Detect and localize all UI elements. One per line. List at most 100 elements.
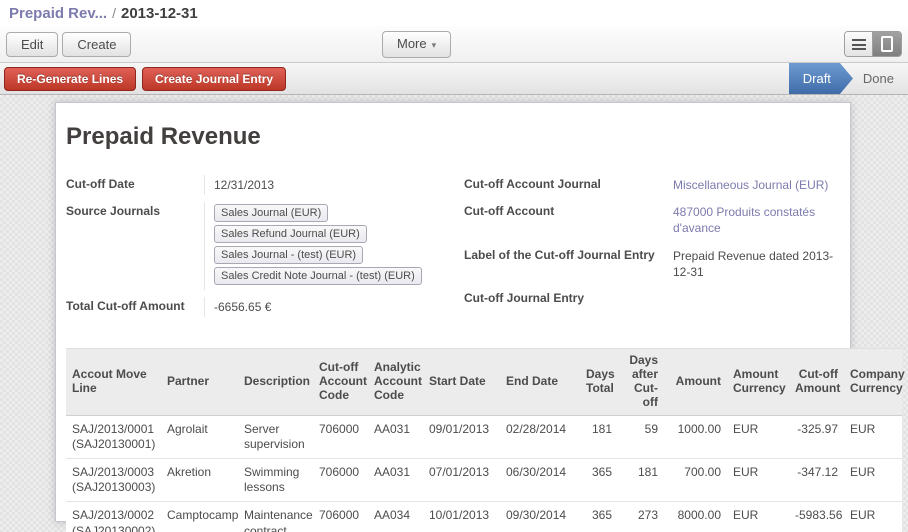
list-icon: [852, 39, 866, 50]
table-row[interactable]: SAJ/2013/0003 (SAJ20130003) Akretion Swi…: [66, 458, 902, 501]
cutoff-account-link[interactable]: 487000 Produits constatés d'avance: [664, 202, 844, 238]
field-total-cutoff-amount: Total Cut-off Amount -6656.65 €: [66, 297, 464, 317]
col-account-move-line: Accout Move Line: [66, 349, 161, 415]
status-done-badge: Done: [853, 63, 908, 94]
status-action-bar: Re-Generate Lines Create Journal Entry D…: [0, 62, 908, 95]
edit-button[interactable]: Edit: [6, 32, 58, 57]
col-cutoff-account-code: Cut-off Account Code: [313, 349, 368, 415]
cell-company-currency: EUR: [844, 415, 902, 458]
breadcrumb: Prepaid Rev... / 2013-12-31: [0, 0, 908, 26]
col-partner: Partner: [161, 349, 238, 415]
form-fields: Cut-off Date 12/31/2013 Source Journals …: [66, 175, 850, 324]
breadcrumb-current: 2013-12-31: [121, 5, 198, 22]
content-background: Prepaid Revenue Cut-off Date 12/31/2013 …: [0, 95, 908, 532]
cell-move-line: SAJ/2013/0001 (SAJ20130001): [66, 415, 161, 458]
col-days-after-cutoff: Days after Cut-off: [618, 349, 664, 415]
cutoff-journal-entry-label: Cut-off Journal Entry: [464, 289, 664, 305]
cutoff-account-label: Cut-off Account: [464, 202, 664, 238]
page-title: Prepaid Revenue: [66, 123, 850, 151]
col-amount: Amount: [664, 349, 727, 415]
cell-amount: 1000.00: [664, 415, 727, 458]
status-draft-badge: Draft: [789, 63, 853, 94]
journal-tag: Sales Refund Journal (EUR): [214, 225, 367, 243]
form-view-button[interactable]: [873, 32, 901, 56]
cell-end-date: 06/30/2014: [500, 458, 580, 501]
cell-partner: Akretion: [161, 458, 238, 501]
cell-amount-currency: EUR: [727, 415, 789, 458]
source-journals-label: Source Journals: [66, 202, 204, 290]
cell-amount: 700.00: [664, 458, 727, 501]
form-column-left: Cut-off Date 12/31/2013 Source Journals …: [66, 175, 464, 324]
cell-account-code: 706000: [313, 501, 368, 532]
breadcrumb-separator: /: [112, 5, 116, 21]
cell-days-after: 273: [618, 501, 664, 532]
field-cutoff-account: Cut-off Account 487000 Produits constaté…: [464, 202, 846, 238]
field-cutoff-account-journal: Cut-off Account Journal Miscellaneous Jo…: [464, 175, 846, 195]
col-analytic-account-code: Analytic Account Code: [368, 349, 423, 415]
cell-days-total: 365: [580, 501, 618, 532]
journal-tag: Sales Journal (EUR): [214, 204, 328, 222]
cell-company-currency: EUR: [844, 501, 902, 532]
cell-days-total: 365: [580, 458, 618, 501]
source-journals-tags: Sales Journal (EUR) Sales Refund Journal…: [204, 202, 456, 290]
cell-description: Server supervision: [238, 415, 313, 458]
journal-tag: Sales Credit Note Journal - (test) (EUR): [214, 267, 422, 285]
col-company-currency: Company Currency: [844, 349, 902, 415]
field-source-journals: Source Journals Sales Journal (EUR) Sale…: [66, 202, 464, 290]
form-icon: [881, 36, 893, 52]
table-header-row: Accout Move Line Partner Description Cut…: [66, 349, 902, 415]
col-cutoff-amount: Cut-off Amount: [789, 349, 844, 415]
journal-entry-label-value: Prepaid Revenue dated 2013-12-31: [664, 246, 844, 282]
cell-amount-currency: EUR: [727, 501, 789, 532]
form-column-right: Cut-off Account Journal Miscellaneous Jo…: [464, 175, 846, 324]
cell-start-date: 09/01/2013: [423, 415, 500, 458]
col-amount-currency: Amount Currency: [727, 349, 789, 415]
cell-amount: 8000.00: [664, 501, 727, 532]
field-cutoff-date: Cut-off Date 12/31/2013: [66, 175, 464, 195]
total-cutoff-amount-label: Total Cut-off Amount: [66, 297, 204, 317]
cell-cutoff-amount: -5983.56: [789, 501, 844, 532]
total-cutoff-amount-value: -6656.65 €: [204, 297, 456, 317]
cell-days-total: 181: [580, 415, 618, 458]
journal-entry-label-label: Label of the Cut-off Journal Entry: [464, 246, 664, 282]
more-button-label: More: [397, 36, 427, 51]
regenerate-lines-button[interactable]: Re-Generate Lines: [4, 67, 136, 91]
field-cutoff-journal-entry: Cut-off Journal Entry: [464, 289, 846, 305]
field-journal-entry-label: Label of the Cut-off Journal Entry Prepa…: [464, 246, 846, 282]
cell-analytic-code: AA031: [368, 415, 423, 458]
journal-tag: Sales Journal - (test) (EUR): [214, 246, 363, 264]
cell-days-after: 59: [618, 415, 664, 458]
cell-partner: Camptocamp: [161, 501, 238, 532]
cell-analytic-code: AA034: [368, 501, 423, 532]
cell-account-code: 706000: [313, 415, 368, 458]
col-end-date: End Date: [500, 349, 580, 415]
cell-company-currency: EUR: [844, 458, 902, 501]
table-row[interactable]: SAJ/2013/0001 (SAJ20130001) Agrolait Ser…: [66, 415, 902, 458]
cell-description: Swimming lessons: [238, 458, 313, 501]
col-description: Description: [238, 349, 313, 415]
cutoff-account-journal-link[interactable]: Miscellaneous Journal (EUR): [664, 175, 844, 195]
create-button[interactable]: Create: [62, 32, 131, 57]
cell-description: Maintenance contract: [238, 501, 313, 532]
create-journal-entry-button[interactable]: Create Journal Entry: [142, 67, 286, 91]
more-button[interactable]: More ▾: [382, 31, 451, 58]
cell-amount-currency: EUR: [727, 458, 789, 501]
cell-move-line: SAJ/2013/0002 (SAJ20130002): [66, 501, 161, 532]
col-days-total: Days Total: [580, 349, 618, 415]
cell-analytic-code: AA031: [368, 458, 423, 501]
cutoff-account-journal-label: Cut-off Account Journal: [464, 175, 664, 195]
cell-end-date: 02/28/2014: [500, 415, 580, 458]
cell-partner: Agrolait: [161, 415, 238, 458]
cutoff-date-label: Cut-off Date: [66, 175, 204, 195]
cell-start-date: 07/01/2013: [423, 458, 500, 501]
form-sheet: Prepaid Revenue Cut-off Date 12/31/2013 …: [55, 102, 851, 522]
list-view-button[interactable]: [845, 32, 873, 56]
cell-end-date: 09/30/2014: [500, 501, 580, 532]
chevron-down-icon: ▾: [432, 40, 437, 50]
cutoff-journal-entry-value: [664, 289, 844, 305]
cutoff-lines-table: Accout Move Line Partner Description Cut…: [66, 348, 902, 532]
breadcrumb-parent-link[interactable]: Prepaid Rev...: [9, 5, 107, 22]
table-row[interactable]: SAJ/2013/0002 (SAJ20130002) Camptocamp M…: [66, 501, 902, 532]
toolbar: Edit Create More ▾: [0, 26, 908, 62]
col-start-date: Start Date: [423, 349, 500, 415]
